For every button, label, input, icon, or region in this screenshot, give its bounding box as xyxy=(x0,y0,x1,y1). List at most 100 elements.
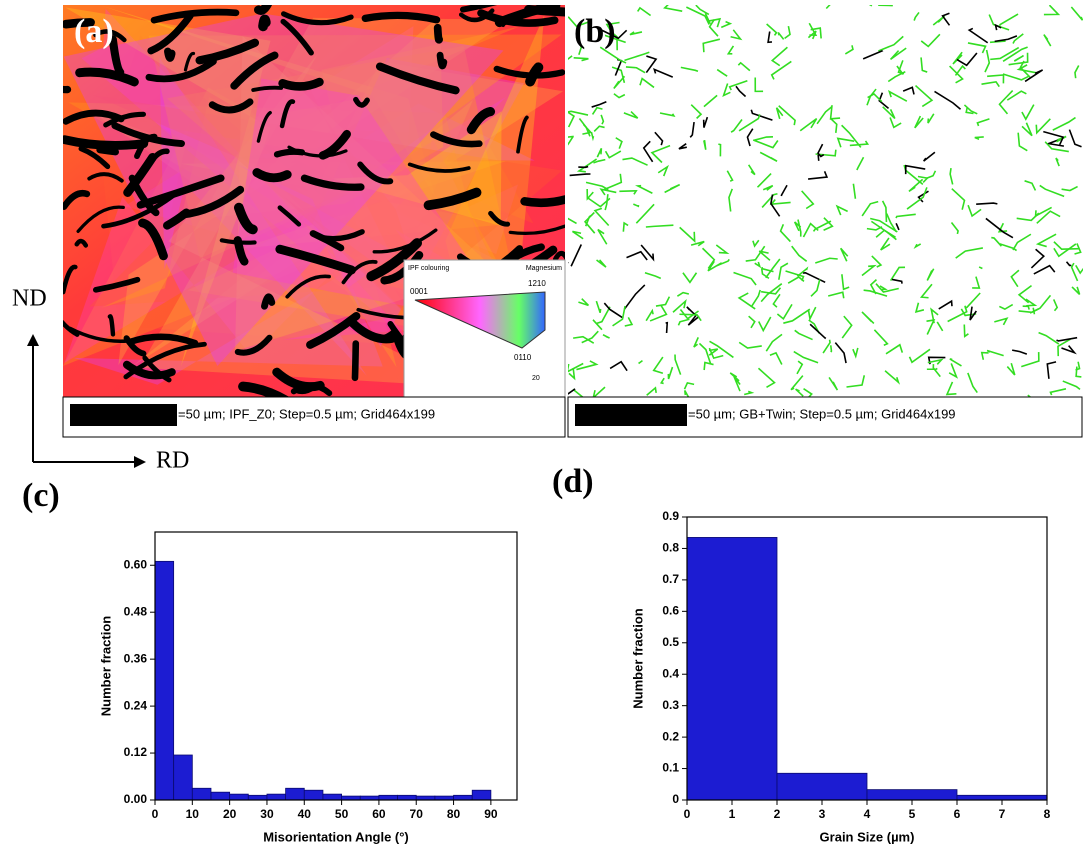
boundary xyxy=(985,217,1014,239)
boundary xyxy=(624,317,634,327)
boundary xyxy=(994,35,1018,43)
boundary xyxy=(602,173,623,191)
boundary xyxy=(862,50,884,60)
x-tick-label: 4 xyxy=(864,807,871,821)
boundary xyxy=(93,29,127,43)
boundary xyxy=(604,150,622,159)
boundary xyxy=(147,12,194,55)
boundary xyxy=(1062,380,1081,391)
boundary xyxy=(1057,338,1071,357)
boundary xyxy=(737,61,751,72)
boundary xyxy=(967,27,989,44)
y-tick-label: 0.5 xyxy=(662,635,679,649)
boundary xyxy=(863,289,888,297)
boundary xyxy=(750,109,773,121)
boundary xyxy=(829,345,833,353)
boundary xyxy=(754,261,762,269)
boundary xyxy=(654,131,664,146)
y-tick-label: 0.2 xyxy=(662,729,679,743)
boundary xyxy=(1035,233,1057,248)
boundary xyxy=(1006,90,1027,101)
boundary xyxy=(747,164,756,176)
boundary xyxy=(701,247,716,269)
boundary xyxy=(145,148,170,170)
grain xyxy=(64,97,506,363)
rd-label: RD xyxy=(156,448,189,474)
x-tick-label: 2 xyxy=(774,807,781,821)
bar xyxy=(247,794,268,801)
boundary xyxy=(690,104,703,119)
boundary xyxy=(568,135,574,138)
boundary xyxy=(612,305,626,327)
boundary xyxy=(684,390,690,397)
boundary xyxy=(430,131,483,148)
boundary xyxy=(1055,157,1060,167)
panel-label: (a) xyxy=(74,13,114,50)
boundary xyxy=(613,75,626,89)
grain xyxy=(316,184,519,276)
boundary xyxy=(357,161,394,185)
boundary xyxy=(852,347,859,359)
boundary xyxy=(1021,104,1035,121)
boundary xyxy=(923,151,936,162)
boundary xyxy=(525,62,544,87)
boundary xyxy=(256,111,272,143)
boundary xyxy=(585,181,609,191)
boundary xyxy=(976,118,990,127)
boundary xyxy=(756,173,772,188)
boundary xyxy=(1036,210,1061,224)
boundary xyxy=(254,5,273,15)
y-tick-label: 0.00 xyxy=(124,792,148,806)
boundary xyxy=(986,349,1004,357)
boundary xyxy=(642,140,654,163)
boundary xyxy=(884,370,901,385)
boundary xyxy=(778,105,796,126)
boundary xyxy=(927,113,935,124)
boundary xyxy=(716,258,730,267)
boundary xyxy=(947,305,968,323)
boundary xyxy=(751,289,762,307)
boundary xyxy=(278,77,324,91)
boundary xyxy=(875,283,899,293)
boundary xyxy=(795,388,804,397)
boundary xyxy=(436,51,448,70)
boundary xyxy=(1021,352,1040,368)
boundary xyxy=(677,318,690,326)
boundary xyxy=(233,202,258,235)
boundary xyxy=(63,85,72,94)
boundary xyxy=(683,381,695,390)
boundary xyxy=(991,236,1002,247)
boundary xyxy=(653,68,674,78)
boundary xyxy=(687,314,700,326)
boundary xyxy=(745,245,766,262)
boundary xyxy=(63,190,91,210)
boundary xyxy=(63,135,149,150)
grain xyxy=(246,26,520,368)
boundary xyxy=(748,315,756,329)
boundary xyxy=(799,117,818,132)
boundary xyxy=(809,323,827,340)
boundary xyxy=(914,302,925,314)
x-axis-label: Grain Size (µm) xyxy=(820,829,915,844)
boundary xyxy=(949,65,964,84)
boundary xyxy=(664,183,681,194)
boundary xyxy=(793,350,819,364)
boundary xyxy=(591,101,607,108)
boundary xyxy=(1074,243,1082,255)
boundary xyxy=(277,205,302,227)
grain xyxy=(100,97,395,308)
boundary xyxy=(889,266,906,282)
x-tick-label: 90 xyxy=(484,807,498,821)
boundary xyxy=(770,60,792,80)
boundary xyxy=(967,204,982,218)
boundary xyxy=(279,99,296,129)
boundary xyxy=(746,128,754,147)
boundary xyxy=(306,311,361,349)
grain xyxy=(124,26,527,322)
boundary xyxy=(920,57,928,73)
boundary xyxy=(938,299,953,310)
boundary xyxy=(234,334,273,356)
boundary xyxy=(645,308,654,322)
boundary xyxy=(611,66,626,83)
